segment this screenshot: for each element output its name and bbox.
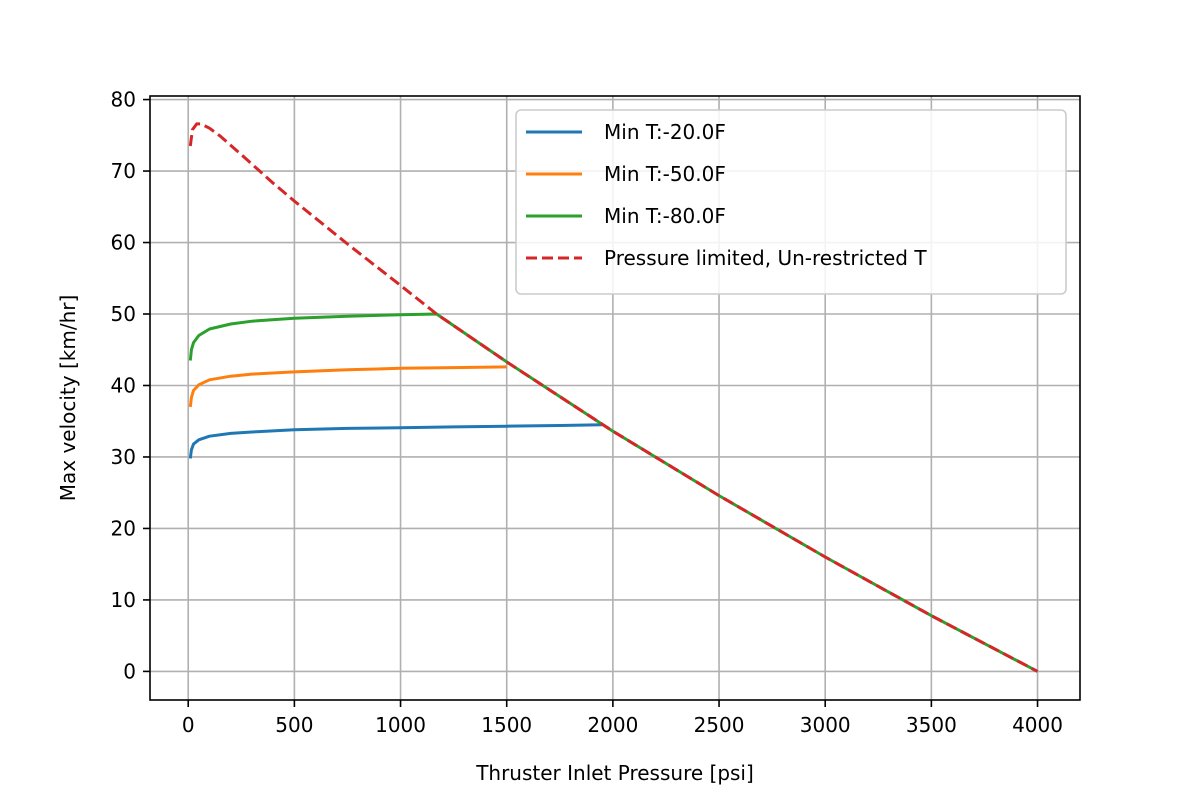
x-tick-label: 3000 [800,713,851,737]
y-tick-label: 50 [111,302,136,326]
legend-label: Min T:-50.0F [604,162,726,186]
x-tick-label: 2500 [694,713,745,737]
y-tick-label: 10 [111,588,136,612]
x-axis-label: Thruster Inlet Pressure [psi] [475,761,754,785]
y-tick-label: 0 [123,659,136,683]
x-tick-label: 2000 [587,713,638,737]
x-tick-label: 500 [275,713,313,737]
y-tick-label: 70 [111,159,136,183]
y-tick-label: 60 [111,231,136,255]
legend-label: Pressure limited, Un-restricted T [604,246,927,270]
y-tick-label: 30 [111,445,136,469]
y-tick-label: 80 [111,88,136,112]
y-tick-label: 40 [111,373,136,397]
series-line-4 [188,122,1039,673]
x-tick-label: 3500 [906,713,957,737]
legend-box [515,109,1067,295]
series-line-1 [188,423,603,459]
x-tick-label: 4000 [1012,713,1063,737]
y-axis-label: Max velocity [km/hr] [56,295,80,502]
legend-label: Min T:-80.0F [604,204,726,228]
series-layer [188,122,1039,673]
x-tick-label: 1000 [375,713,426,737]
y-tick-label: 20 [111,516,136,540]
series-line-3 [188,312,1039,673]
legend: Min T:-20.0F Min T:-50.0F Min T:-80.0F Pres… [515,109,1067,295]
plot-frame [149,95,1081,701]
series-line-2 [188,365,507,408]
x-tick-label: 1500 [481,713,532,737]
x-tick-label: 0 [182,713,195,737]
ticks: 0 500 1000 1500 2000 2500 3000 3500 4000 0 10 20 30 4… [111,88,1063,737]
legend-label: Min T:-20.0F [604,120,726,144]
